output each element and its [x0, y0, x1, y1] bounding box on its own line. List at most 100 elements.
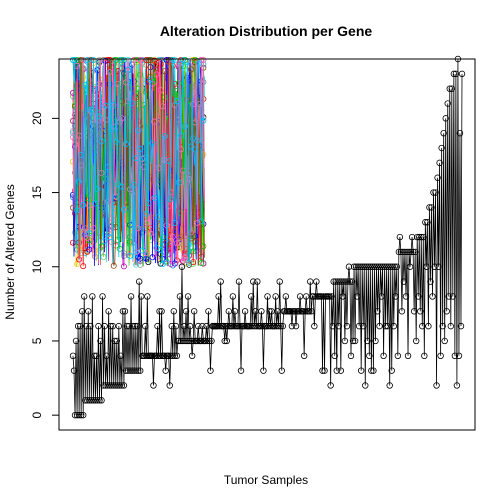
dense-series-point: [92, 253, 99, 260]
dense-series-point: [177, 57, 184, 64]
data-point: [186, 322, 194, 330]
dense-series-point: [104, 164, 111, 171]
data-point: [339, 293, 347, 300]
data-point: [281, 308, 289, 315]
data-point: [70, 367, 78, 374]
data-point: [313, 278, 320, 285]
dense-series-point: [145, 200, 152, 207]
data-point: [235, 278, 243, 285]
dense-series-point: [171, 57, 178, 64]
data-point: [121, 308, 129, 315]
dense-series-point: [161, 156, 168, 163]
dense-series-point: [192, 57, 199, 64]
dense-series-point: [196, 100, 203, 107]
data-point: [308, 308, 315, 315]
dense-series-point: [186, 76, 193, 83]
data-point: [444, 100, 451, 107]
data-point: [433, 382, 440, 389]
data-point: [81, 293, 88, 300]
data-point: [367, 263, 374, 270]
data-point: [287, 308, 295, 315]
dense-series-point: [106, 69, 113, 76]
dense-series-point: [135, 127, 142, 134]
data-point: [405, 248, 413, 256]
y-tick-label: 10: [30, 260, 44, 274]
dense-series-point: [102, 102, 109, 109]
dense-series-point: [159, 103, 166, 110]
data-point: [380, 352, 387, 359]
data-point: [345, 263, 353, 270]
data-point: [204, 337, 211, 345]
data-point: [179, 337, 187, 345]
data-point: [88, 397, 95, 404]
data-point: [263, 322, 270, 330]
dense-series-point: [108, 125, 115, 132]
dense-series-point: [147, 230, 154, 237]
dense-series-point: [145, 219, 152, 226]
data-point: [104, 382, 111, 389]
data-point: [423, 263, 430, 270]
data-point: [109, 322, 116, 330]
data-point: [351, 337, 359, 345]
data-point: [356, 263, 364, 270]
data-point: [442, 115, 449, 122]
dense-series-point: [161, 133, 168, 140]
data-point: [236, 322, 244, 330]
data-point: [254, 278, 261, 285]
data-point: [321, 367, 328, 374]
data-point: [348, 278, 356, 285]
dense-series-point: [90, 57, 97, 64]
data-point: [265, 322, 272, 330]
data-point: [428, 204, 435, 211]
dense-series-point: [157, 61, 164, 68]
dense-series-point: [133, 57, 140, 64]
data-point: [332, 278, 339, 285]
dense-series-point: [80, 57, 87, 64]
data-point: [181, 337, 189, 345]
data-point: [361, 263, 368, 270]
data-point: [110, 382, 117, 389]
dense-series-point: [86, 230, 93, 237]
dense-series-point: [157, 87, 164, 94]
data-point: [360, 322, 367, 330]
dense-series-point: [149, 254, 156, 261]
dense-series-point: [112, 138, 119, 145]
data-point: [370, 367, 377, 374]
data-point: [299, 308, 307, 315]
data-point: [278, 367, 285, 374]
dense-series-point: [98, 138, 105, 145]
data-point: [208, 337, 215, 345]
x-axis-label: Tumor Samples: [224, 473, 308, 487]
data-point: [379, 263, 386, 270]
dense-series-point: [118, 57, 125, 64]
data-point: [381, 263, 388, 270]
data-point: [216, 322, 223, 330]
data-point: [144, 293, 151, 300]
dense-series-point: [122, 141, 129, 148]
data-point: [183, 337, 191, 345]
dense-series-point: [110, 57, 117, 64]
data-point: [378, 293, 385, 300]
data-point: [72, 337, 80, 345]
data-point: [455, 352, 463, 359]
data-point: [453, 382, 461, 389]
dense-series-point: [135, 85, 142, 92]
data-point: [404, 352, 412, 359]
data-point: [395, 248, 403, 256]
data-point: [447, 322, 454, 330]
data-point: [133, 322, 141, 330]
data-point: [248, 293, 255, 300]
data-point: [170, 308, 178, 315]
data-point: [307, 278, 314, 285]
data-point: [330, 278, 337, 285]
data-point: [446, 85, 453, 92]
data-point: [135, 278, 143, 285]
dense-series-point: [157, 250, 164, 257]
dense-series-point: [194, 219, 201, 226]
data-point: [342, 278, 350, 285]
dense-series-point: [80, 201, 87, 208]
data-point: [161, 352, 168, 359]
dense-series-point: [143, 57, 150, 64]
data-point: [279, 322, 286, 330]
dense-series-point: [120, 206, 127, 213]
